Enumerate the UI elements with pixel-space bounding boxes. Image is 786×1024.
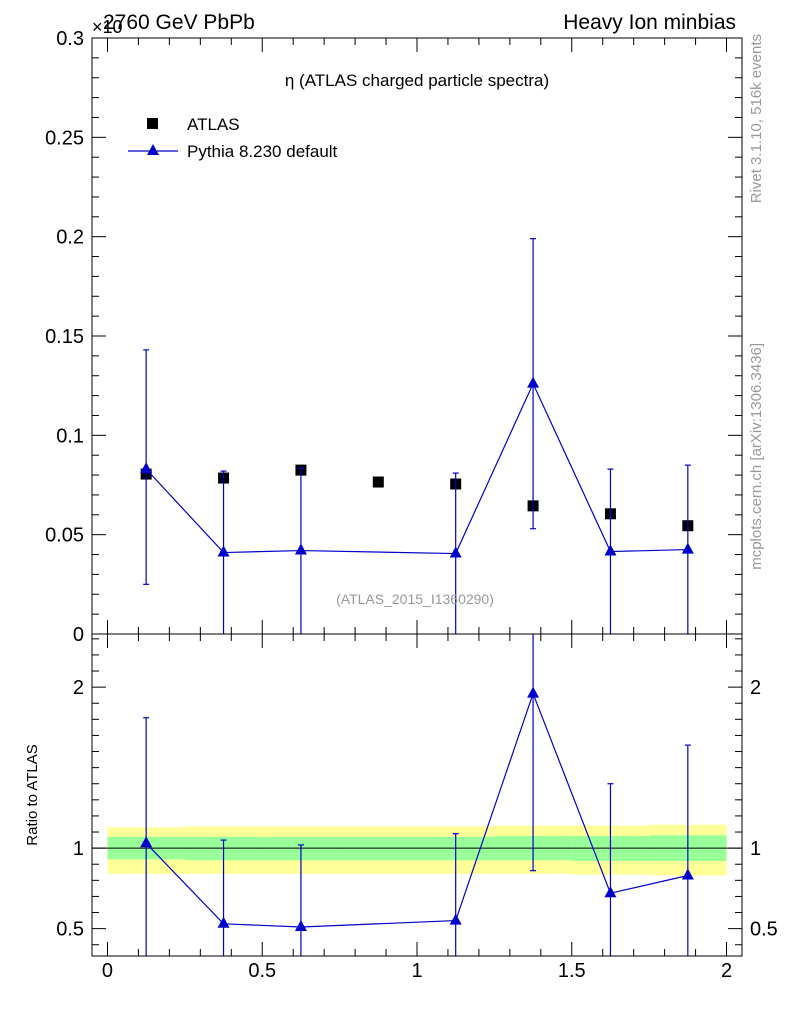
ratio-pythia-point bbox=[294, 920, 307, 932]
ratio-panel: 0.5 0.5 1 1 2 2 0 0.5 1 1.5 2 Ratio to ATLAS bbox=[24, 633, 778, 982]
x-tick-label: 0.5 bbox=[248, 960, 276, 982]
mcplots-label: mcplots.cern.ch [arXiv:1306.3436] bbox=[748, 343, 765, 570]
pythia-point bbox=[294, 543, 307, 555]
ratio-y-tick-label-right: 1 bbox=[750, 838, 761, 860]
x-tick-label: 1.5 bbox=[558, 960, 586, 982]
main-panel: 0 0.05 0.1 0.15 0.2 0.25 0.3 η (ATLAS charged … bbox=[45, 28, 743, 646]
ratio-pythia-point bbox=[140, 836, 153, 848]
legend: ATLAS Pythia 8.230 default bbox=[128, 115, 338, 161]
ratio-y-tick-label-right: 2 bbox=[750, 677, 761, 699]
x-tick-label: 2 bbox=[721, 960, 732, 982]
legend-marker-pythia bbox=[147, 144, 159, 155]
ratio-ylabel: Ratio to ATLAS bbox=[24, 744, 41, 845]
pythia-line bbox=[145, 382, 688, 555]
ratio-y-tick-label-left: 2 bbox=[73, 677, 84, 699]
y-tick-label: 0.2 bbox=[56, 227, 84, 249]
y-tick-label: 0.25 bbox=[45, 127, 84, 149]
legend-label-pythia: Pythia 8.230 default bbox=[187, 142, 338, 161]
legend-label-atlas: ATLAS bbox=[187, 115, 240, 134]
pythia-point bbox=[527, 376, 540, 388]
x-tick-label: 1 bbox=[411, 960, 422, 982]
y-tick-label: 0.1 bbox=[56, 425, 84, 447]
ratio-y-tick-label-left: 0.5 bbox=[56, 919, 84, 941]
pythia-point bbox=[449, 546, 462, 558]
ratio-pythia-point bbox=[217, 916, 230, 928]
pythia-point bbox=[604, 544, 617, 556]
pythia-point bbox=[140, 462, 153, 474]
ratio-pythia-point bbox=[527, 686, 540, 698]
y-tick-label: 0.3 bbox=[56, 28, 84, 50]
legend-marker-atlas bbox=[147, 118, 158, 129]
exponent-label: ×10 bbox=[92, 17, 123, 37]
ratio-y-tick-label-left: 1 bbox=[73, 838, 84, 860]
header-left: 2760 GeV PbPb bbox=[103, 11, 255, 34]
x-tick-label: 0 bbox=[102, 960, 113, 982]
plot-title: η (ATLAS charged particle spectra) bbox=[285, 71, 549, 90]
y-tick-label: 0.05 bbox=[45, 525, 84, 547]
atlas-point bbox=[372, 476, 384, 488]
rivet-label: Rivet 3.1.10, 516k events bbox=[748, 34, 765, 203]
ratio-pythia-line bbox=[145, 691, 688, 928]
ratio-pythia-point bbox=[604, 886, 617, 898]
y-tick-label: 0.15 bbox=[45, 326, 84, 348]
ratio-frame bbox=[91, 633, 743, 957]
watermark: (ATLAS_2015_I1360290) bbox=[336, 591, 494, 607]
ratio-pythia-point bbox=[449, 913, 462, 925]
ratio-pythia-point bbox=[681, 868, 694, 880]
pythia-point bbox=[217, 545, 230, 557]
header-right: Heavy Ion minbias bbox=[563, 11, 736, 34]
pythia-point bbox=[681, 542, 694, 554]
ratio-y-tick-label-right: 0.5 bbox=[750, 919, 778, 941]
y-tick-label: 0 bbox=[73, 624, 84, 646]
